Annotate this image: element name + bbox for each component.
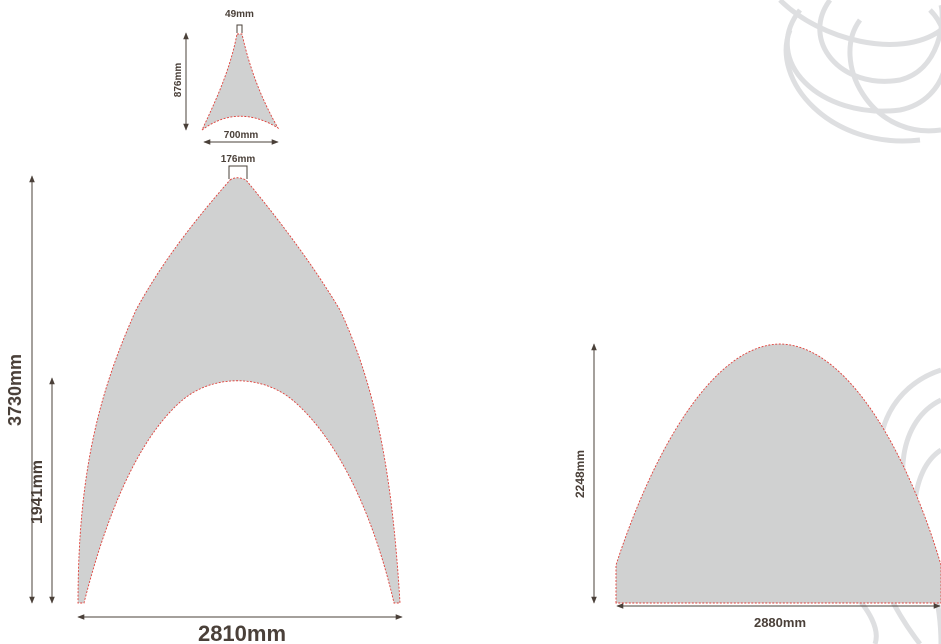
side-height-label: 2248mm: [573, 450, 587, 498]
main-base-width-label: 2810mm: [198, 621, 286, 644]
main-total-height-label: 3730mm: [5, 354, 25, 426]
top-panel-shape: [201, 33, 279, 131]
top-height-label: 876mm: [173, 63, 184, 98]
side-panel-shape: [615, 343, 941, 604]
main-panel-shape: [77, 177, 401, 604]
side-base-width-label: 2880mm: [754, 615, 806, 630]
top-tip-width-label: 49mm: [225, 9, 254, 20]
background-scribble-top-right: [778, 0, 941, 144]
top-base-width-label: 700mm: [224, 130, 259, 141]
main-tip-width-label: 176mm: [221, 154, 256, 165]
main-tip-width-bracket: [228, 165, 248, 179]
top-tip-width-bracket: [236, 24, 243, 33]
main-arch-height-label: 1941mm: [29, 460, 46, 524]
